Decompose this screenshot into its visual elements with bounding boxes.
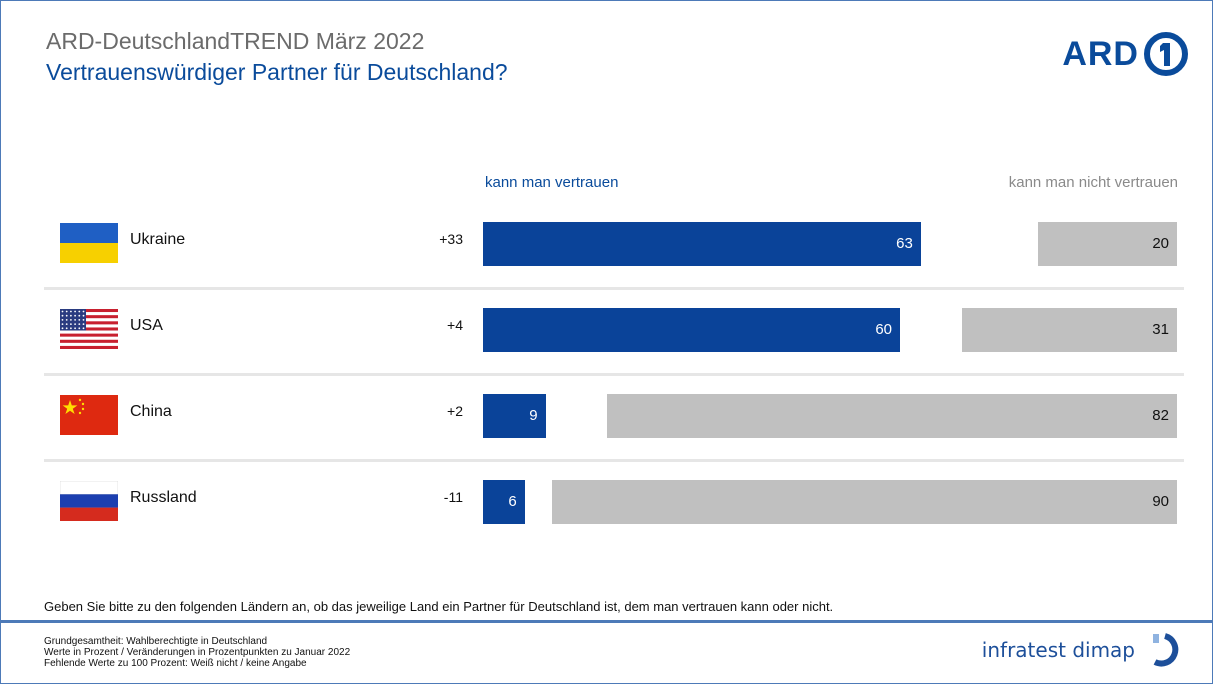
- ard-logo-text: ARD: [1062, 34, 1139, 73]
- trust-bar: 6: [483, 480, 525, 524]
- distrust-bar: 31: [961, 308, 1177, 352]
- change-label: +4: [447, 317, 463, 333]
- usa-flag: [60, 309, 118, 349]
- ukraine-flag: [60, 223, 118, 263]
- ard-logo: ARD: [1062, 30, 1189, 78]
- footnote-units: Werte in Prozent / Veränderungen in Proz…: [44, 647, 351, 658]
- ard-one-icon: [1144, 32, 1188, 76]
- infratest-logo-text: infratest dimap: [981, 638, 1135, 662]
- footnotes: Grundgesamtheit: Wahlberechtigte in Deut…: [44, 636, 350, 669]
- distrust-value-label: 82: [1152, 407, 1169, 424]
- super-title: ARD-DeutschlandTREND März 2022: [46, 28, 425, 54]
- trust-bar: 63: [483, 222, 921, 266]
- chart-row: USA +4 60 31: [44, 287, 1184, 373]
- country-label: Russland: [130, 489, 197, 506]
- legend-trust: kann man vertrauen: [485, 174, 619, 191]
- chart-row: China +2 9 82: [44, 373, 1184, 459]
- chart-title: Vertrauenswürdiger Partner für Deutschla…: [46, 59, 508, 85]
- row-separator: [44, 287, 1184, 290]
- infratest-logo: infratest dimap: [982, 630, 1185, 670]
- change-label: -11: [443, 489, 463, 505]
- survey-question: Geben Sie bitte zu den folgenden Ländern…: [44, 599, 834, 614]
- russia-flag: [60, 481, 118, 521]
- country-label: China: [130, 403, 172, 420]
- row-separator: [44, 459, 1184, 462]
- distrust-bar: 20: [1038, 222, 1177, 266]
- trust-value-label: 9: [529, 407, 538, 424]
- distrust-bar: 90: [551, 480, 1177, 524]
- trust-value-label: 63: [896, 235, 913, 252]
- country-label: USA: [130, 317, 163, 334]
- change-label: +33: [439, 231, 463, 247]
- footnote-base: Grundgesamtheit: Wahlberechtigte in Deut…: [44, 636, 268, 647]
- china-flag: [60, 395, 118, 435]
- distrust-value-label: 31: [1152, 321, 1169, 338]
- distrust-value-label: 90: [1152, 493, 1169, 510]
- chart-row: Russland -11 6 90: [44, 459, 1184, 545]
- distrust-bar: 82: [607, 394, 1177, 438]
- trust-value-label: 60: [875, 321, 892, 338]
- infratest-mark-icon: [1153, 633, 1179, 667]
- change-label: +2: [447, 403, 463, 419]
- trust-value-label: 6: [508, 493, 517, 510]
- footer-divider: [0, 620, 1213, 623]
- country-label: Ukraine: [130, 231, 186, 248]
- row-separator: [44, 373, 1184, 376]
- legend-distrust: kann man nicht vertrauen: [1008, 174, 1178, 191]
- distrust-value-label: 20: [1152, 235, 1169, 252]
- footnote-missing: Fehlende Werte zu 100 Prozent: Weiß nich…: [44, 658, 307, 669]
- chart-row: Ukraine +33 63 20: [44, 201, 1184, 287]
- trust-bar: 60: [483, 308, 900, 352]
- trust-bar: 9: [483, 394, 546, 438]
